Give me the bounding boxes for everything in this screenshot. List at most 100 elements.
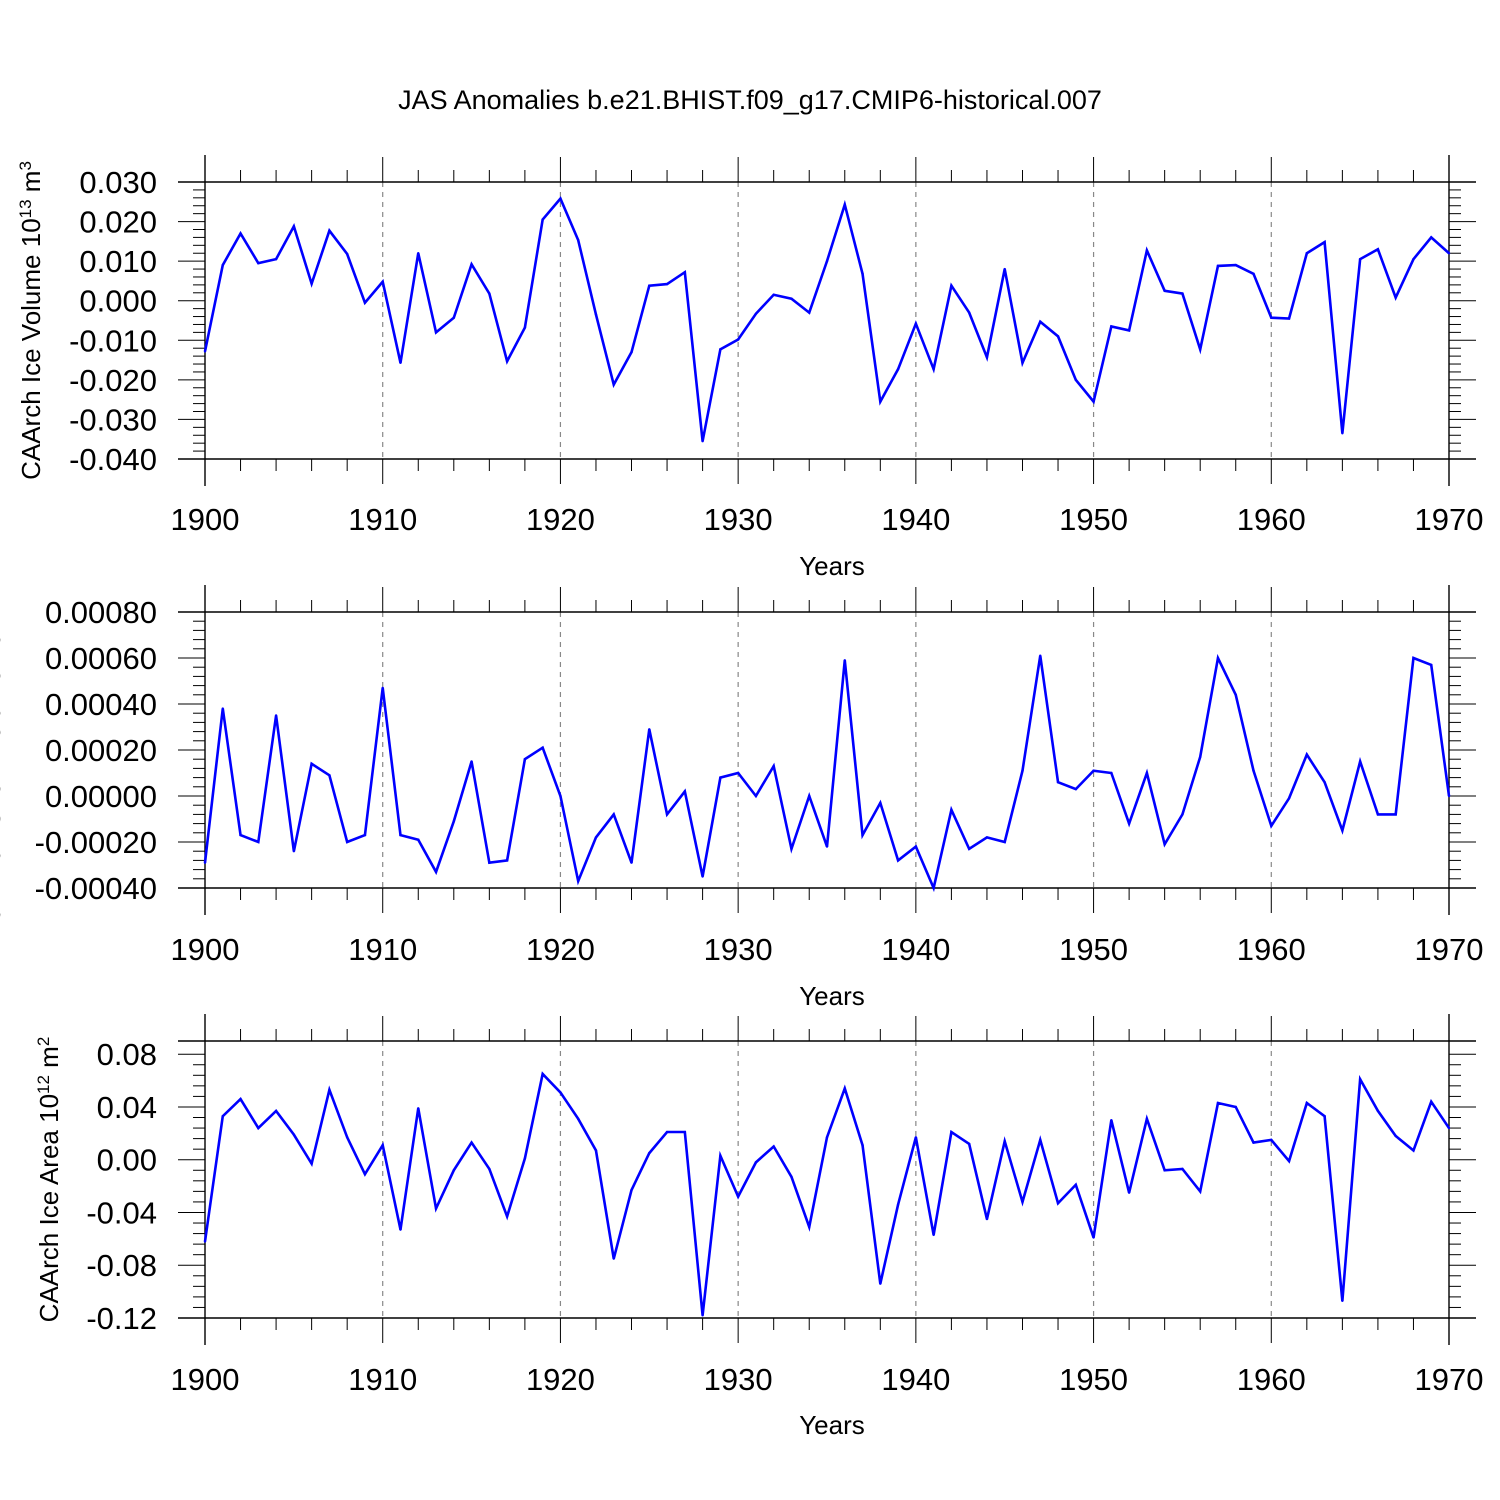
data-point: [541, 218, 544, 221]
series-line-ice-volume: [203, 196, 1450, 442]
data-point: [736, 771, 740, 775]
data-point: [612, 1257, 615, 1260]
data-point: [1110, 771, 1113, 775]
data-point: [1358, 1078, 1362, 1081]
data-point: [203, 861, 207, 864]
x-tick-label: 1920: [526, 502, 595, 537]
data-point: [505, 859, 509, 862]
x-tick-label: 1900: [171, 1362, 240, 1397]
data-point: [630, 350, 633, 354]
data-point: [861, 1144, 864, 1147]
data-point: [1003, 1140, 1006, 1143]
data-point: [1305, 753, 1309, 756]
x-axis-label: Years: [799, 981, 865, 1011]
data-point: [665, 282, 669, 286]
data-point: [932, 1233, 935, 1237]
data-point: [683, 1130, 687, 1134]
data-point: [808, 794, 811, 798]
data-point: [914, 322, 918, 325]
data-point: [1199, 755, 1202, 759]
data-point: [1270, 316, 1273, 319]
y-axis-label-part: m: [0, 585, 6, 614]
y-axis-label-part: m: [16, 171, 46, 200]
data-point: [825, 259, 829, 263]
data-point: [896, 367, 900, 371]
data-point: [594, 836, 598, 839]
data-point: [719, 1154, 722, 1157]
data-point: [932, 367, 935, 371]
data-point: [523, 1157, 527, 1160]
x-tick-label: 1970: [1415, 1362, 1484, 1397]
data-point: [648, 728, 651, 731]
data-point: [523, 758, 527, 761]
data-point: [1323, 781, 1326, 784]
x-tick-label: 1970: [1415, 932, 1484, 967]
x-tick-label: 1930: [704, 932, 773, 967]
data-point: [1056, 781, 1060, 784]
data-point: [1163, 1169, 1166, 1172]
data-point: [754, 312, 758, 315]
x-tick-label: 1930: [704, 502, 773, 537]
x-tick-label: 1900: [171, 502, 240, 537]
data-point: [772, 293, 775, 296]
y-tick-label: 0.04: [97, 1090, 157, 1125]
data-point: [1376, 248, 1380, 251]
data-point: [434, 870, 438, 874]
data-point: [559, 794, 562, 798]
data-point: [203, 350, 207, 353]
y-axis-label-part: CAArch Snow Volume 10: [0, 633, 6, 925]
data-point: [1021, 769, 1024, 772]
data-point: [843, 203, 846, 206]
panel-ice-volume: -0.040 -0.030 -0.020 -0.010 0.000 0.010 0.020 0…: [16, 155, 1483, 581]
data-point: [221, 1114, 224, 1118]
data-point: [1199, 1190, 1202, 1193]
data-point: [1234, 1105, 1237, 1109]
data-point: [665, 813, 669, 816]
y-tick-label: 0.00060: [45, 641, 157, 676]
data-point: [541, 746, 544, 749]
data-point: [967, 1142, 971, 1146]
x-tick-label: 1900: [171, 932, 240, 967]
x-tick-label: 1940: [881, 1362, 950, 1397]
data-point: [221, 263, 224, 267]
data-point: [559, 197, 562, 200]
data-point: [1092, 769, 1095, 772]
data-point: [1216, 1101, 1220, 1105]
data-point: [861, 272, 864, 276]
data-point: [683, 271, 687, 274]
y-tick-label: -0.00020: [35, 825, 157, 860]
data-point: [274, 714, 278, 717]
x-tick-label: 1940: [881, 502, 950, 537]
data-point: [470, 1141, 473, 1144]
data-point: [541, 1072, 544, 1076]
data-point: [328, 1088, 331, 1092]
data-point: [683, 790, 687, 793]
y-axis-label-superscript: 13: [16, 199, 35, 218]
x-tick-label: 1940: [881, 932, 950, 967]
series-line-snow-volume: [203, 653, 1451, 893]
data-point: [1430, 236, 1433, 239]
data-point: [1181, 292, 1184, 295]
data-point: [736, 1195, 740, 1198]
data-point: [896, 1203, 900, 1206]
data-point: [274, 1109, 278, 1113]
data-point: [808, 1225, 811, 1229]
data-point: [1447, 252, 1451, 255]
y-axis-label: CAArch Ice Area 1012 m2: [34, 1037, 65, 1323]
data-point: [1216, 656, 1220, 660]
data-point: [1127, 1191, 1131, 1194]
data-point: [417, 1107, 420, 1110]
x-tick-label: 1920: [526, 1362, 595, 1397]
data-point: [772, 764, 775, 768]
data-point: [1412, 656, 1415, 660]
data-point: [328, 774, 331, 777]
data-point: [843, 659, 846, 662]
data-point: [488, 1167, 491, 1171]
data-point: [1430, 663, 1433, 667]
data-point: [754, 1161, 758, 1164]
data-point: [1305, 1101, 1309, 1105]
y-tick-label: 0.00040: [45, 687, 157, 722]
data-point: [363, 1173, 367, 1176]
data-point: [559, 1091, 562, 1094]
data-point: [577, 238, 580, 242]
